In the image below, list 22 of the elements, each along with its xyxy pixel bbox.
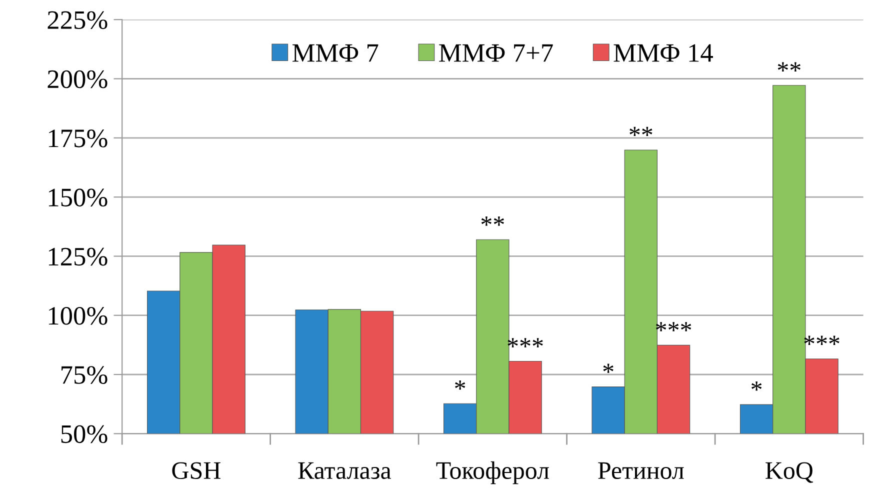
x-tick-label: KoQ <box>766 462 814 483</box>
data-label: * <box>752 381 762 391</box>
y-tick-label: 50% <box>61 425 108 444</box>
y-tick-label: 125% <box>48 248 108 266</box>
y-tick-label: 100% <box>48 306 108 325</box>
y-tick-label: 75% <box>62 366 108 384</box>
legend-label: ММФ 14 <box>614 44 713 62</box>
y-tick-label: 150% <box>48 188 108 207</box>
y-tick-label: 200% <box>48 70 108 88</box>
data-label: * <box>603 364 614 373</box>
data-label: ** <box>778 62 800 72</box>
y-tick-label: 175% <box>48 130 108 148</box>
x-tick-label: Токоферол <box>436 461 549 484</box>
x-tick-label: GSH <box>172 462 220 480</box>
x-tick-label: Каталаза <box>298 462 392 480</box>
data-label: ** <box>630 126 652 136</box>
data-label: * <box>455 380 466 390</box>
legend-label: ММФ 7+7 <box>439 44 553 62</box>
x-tick-label: Ретинол <box>598 462 684 480</box>
data-label: ** <box>481 216 504 226</box>
legend-label: ММФ 7 <box>292 44 378 62</box>
y-tick-label: 225% <box>48 11 108 30</box>
